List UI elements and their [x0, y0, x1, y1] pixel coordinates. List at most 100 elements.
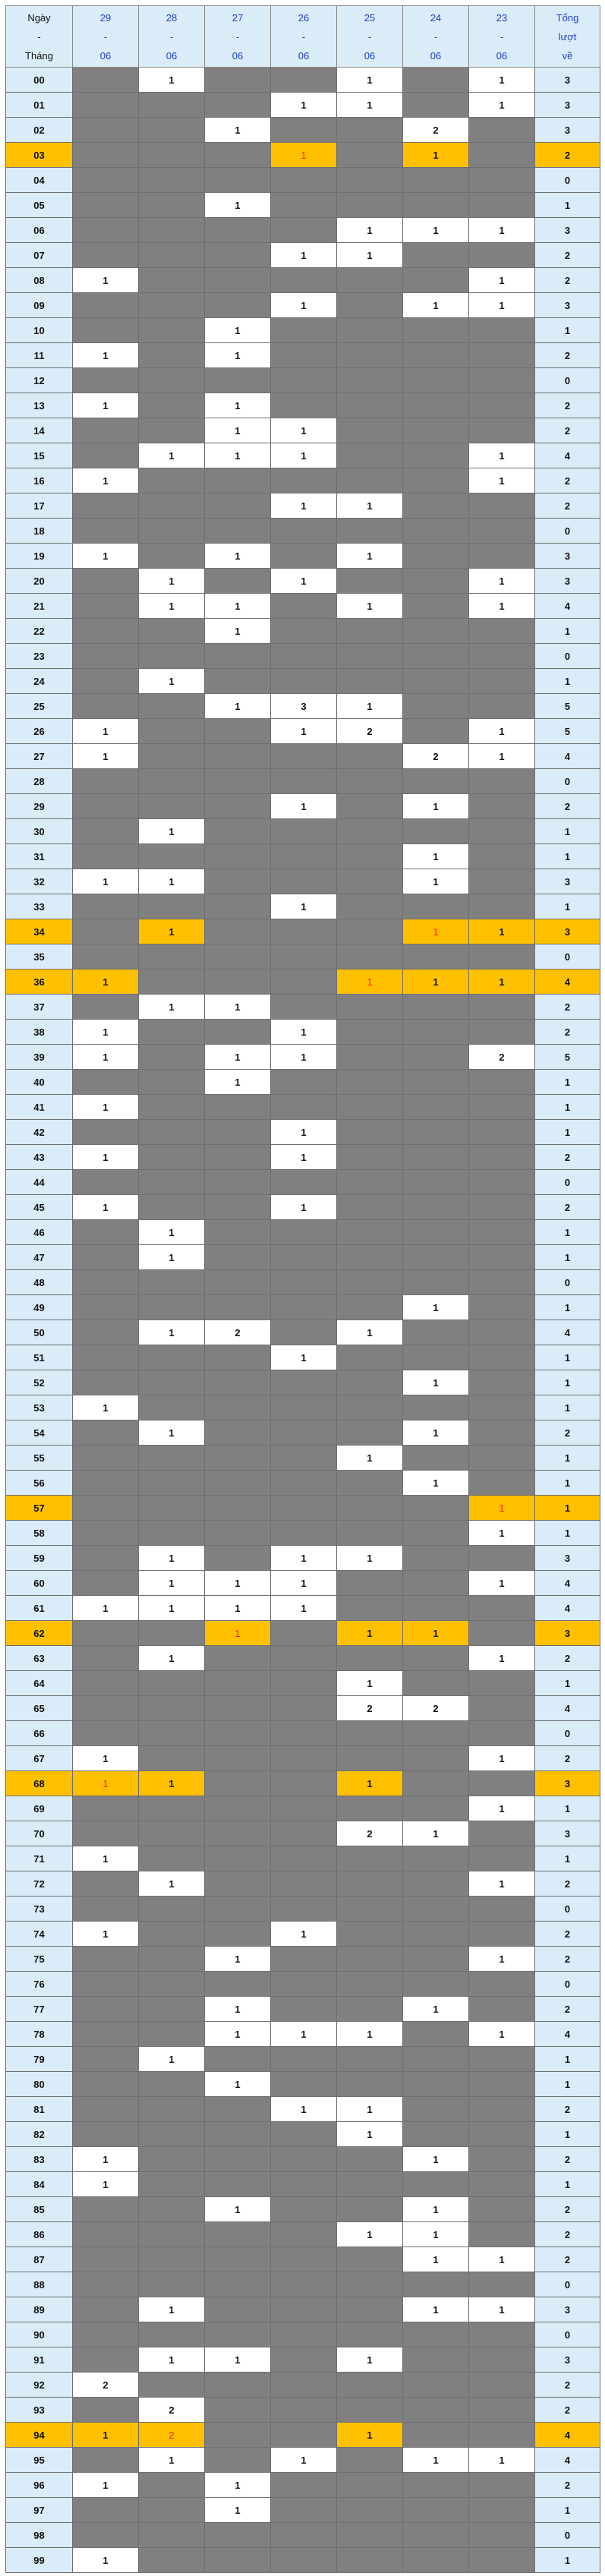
- table-row: 68 1 1 1 3: [5, 1770, 600, 1796]
- empty-cell: [204, 518, 271, 544]
- row-number: 56: [5, 1470, 73, 1496]
- empty-cell: [468, 2397, 535, 2423]
- count-cell: 1: [138, 919, 205, 944]
- empty-cell: [402, 1269, 469, 1295]
- total-cell: 4: [534, 1695, 600, 1721]
- count-cell: 1: [204, 1946, 271, 1972]
- row-number: 49: [5, 1294, 73, 1320]
- empty-cell: [138, 1921, 205, 1947]
- total-cell: 4: [534, 1320, 600, 1345]
- empty-cell: [336, 2372, 403, 2398]
- empty-cell: [468, 518, 535, 544]
- empty-cell: [138, 2121, 205, 2147]
- empty-cell: [270, 869, 337, 894]
- empty-cell: [402, 2322, 469, 2347]
- row-number: 06: [5, 217, 73, 243]
- empty-cell: [270, 593, 337, 619]
- empty-cell: [402, 1320, 469, 1345]
- empty-cell: [72, 818, 139, 844]
- count-cell: 1: [336, 2347, 403, 2373]
- count-cell: 1: [204, 543, 271, 569]
- empty-cell: [336, 1019, 403, 1045]
- row-number: 59: [5, 1545, 73, 1571]
- empty-cell: [336, 994, 403, 1020]
- empty-cell: [270, 1971, 337, 1997]
- table-row: 03 1 1 2: [5, 142, 600, 168]
- count-cell: 1: [270, 1119, 337, 1145]
- empty-cell: [138, 393, 205, 418]
- row-number: 44: [5, 1169, 73, 1195]
- table-row: 52 1 1: [5, 1370, 600, 1395]
- row-number: 09: [5, 292, 73, 318]
- empty-cell: [204, 292, 271, 318]
- empty-cell: [270, 2221, 337, 2247]
- empty-cell: [402, 1796, 469, 1821]
- count-cell: 1: [72, 1745, 139, 1771]
- table-row: 22 1 1: [5, 618, 600, 644]
- empty-cell: [270, 1796, 337, 1821]
- empty-cell: [204, 643, 271, 669]
- empty-cell: [336, 743, 403, 769]
- count-cell: 1: [468, 2297, 535, 2322]
- count-cell: 1: [72, 1194, 139, 1220]
- total-cell: 0: [534, 1896, 600, 1922]
- empty-cell: [72, 1971, 139, 1997]
- row-number: 47: [5, 1244, 73, 1270]
- empty-cell: [468, 843, 535, 869]
- total-cell: 3: [534, 1545, 600, 1571]
- empty-cell: [336, 1595, 403, 1621]
- empty-cell: [468, 1144, 535, 1170]
- total-cell: 0: [534, 1269, 600, 1295]
- count-cell: 1: [270, 718, 337, 744]
- total-cell: 2: [534, 1420, 600, 1446]
- row-number: 31: [5, 843, 73, 869]
- row-number: 03: [5, 142, 73, 168]
- count-cell: 2: [402, 117, 469, 143]
- empty-cell: [336, 1971, 403, 1997]
- row-number: 11: [5, 342, 73, 368]
- empty-cell: [138, 2547, 205, 2573]
- empty-cell: [402, 593, 469, 619]
- empty-cell: [72, 693, 139, 719]
- total-cell: 4: [534, 1570, 600, 1596]
- count-cell: 1: [468, 2447, 535, 2473]
- empty-cell: [72, 2522, 139, 2548]
- empty-cell: [336, 843, 403, 869]
- total-cell: 2: [534, 2196, 600, 2222]
- empty-cell: [468, 2497, 535, 2523]
- empty-cell: [72, 2347, 139, 2373]
- empty-cell: [336, 2322, 403, 2347]
- row-number: 12: [5, 367, 73, 393]
- count-cell: 1: [270, 2096, 337, 2122]
- table-row: 27 1 2 1 4: [5, 743, 600, 769]
- empty-cell: [72, 367, 139, 393]
- empty-cell: [72, 1670, 139, 1696]
- empty-cell: [468, 1320, 535, 1345]
- empty-cell: [204, 2121, 271, 2147]
- count-cell: 1: [402, 1420, 469, 1446]
- count-cell: 1: [72, 1395, 139, 1420]
- empty-cell: [270, 2297, 337, 2322]
- empty-cell: [402, 2497, 469, 2523]
- empty-cell: [204, 493, 271, 519]
- total-cell: 2: [534, 1019, 600, 1045]
- empty-cell: [336, 1370, 403, 1395]
- empty-cell: [468, 693, 535, 719]
- table-row: 47 1 1: [5, 1244, 600, 1270]
- table-row: 21 1 1 1 1 4: [5, 593, 600, 619]
- count-cell: 1: [72, 718, 139, 744]
- total-cell: 3: [534, 869, 600, 894]
- empty-cell: [138, 2247, 205, 2272]
- row-number: 42: [5, 1119, 73, 1145]
- table-row: 39 1 1 1 2 5: [5, 1044, 600, 1070]
- table-row: 84 1 1: [5, 2171, 600, 2197]
- count-cell: 1: [72, 1144, 139, 1170]
- empty-cell: [402, 1244, 469, 1270]
- empty-cell: [468, 1996, 535, 2022]
- empty-cell: [402, 267, 469, 293]
- total-cell: 0: [534, 2322, 600, 2347]
- count-cell: 1: [336, 217, 403, 243]
- table-row: 66 0: [5, 1720, 600, 1746]
- empty-cell: [72, 443, 139, 468]
- empty-cell: [402, 468, 469, 493]
